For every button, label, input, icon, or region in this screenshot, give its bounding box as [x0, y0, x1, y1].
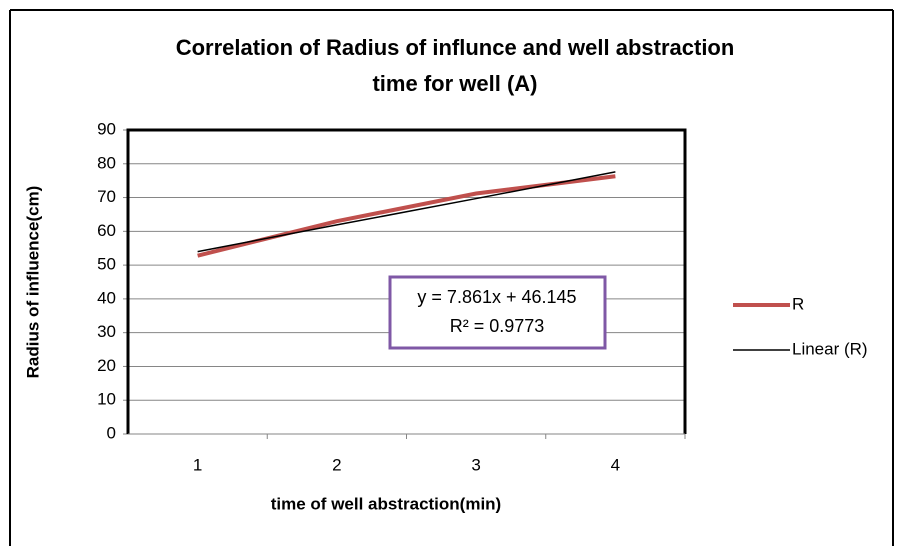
x-axis-label: time of well abstraction(min): [271, 494, 501, 513]
y-tick-label: 40: [97, 288, 116, 307]
annotation: y = 7.861x + 46.145: [417, 287, 576, 307]
y-tick-label: 70: [97, 187, 116, 206]
annotation: R² = 0.9773: [450, 316, 545, 336]
series-line: [197, 171, 616, 253]
y-tick-label: 0: [107, 423, 116, 442]
series-line: [197, 174, 616, 258]
x-tick-label: 1: [193, 455, 202, 474]
x-tick-label: 2: [332, 455, 341, 474]
chart-title: time for well (A): [372, 71, 537, 96]
plot-area: 0 10 20 30 40 50 60 70 80 90 1 2 3 4: [97, 119, 687, 474]
y-tick-label: 30: [97, 322, 116, 341]
y-tick-label: 80: [97, 153, 116, 172]
annotation-box: [388, 275, 607, 350]
chart-title: Correlation of Radius of influnce and we…: [176, 35, 735, 60]
y-tick-label: 10: [97, 390, 116, 409]
y-axis-label: Radius of influence(cm): [23, 186, 42, 379]
plot-border: [126, 128, 687, 434]
y-tick-label: 60: [97, 221, 116, 240]
x-tick-label: 4: [611, 455, 620, 474]
y-tick-label: 50: [97, 255, 116, 274]
legend-label: Linear (R): [792, 339, 868, 358]
y-tick-label: 20: [97, 356, 116, 375]
legend-label: R: [792, 294, 804, 313]
x-tick-label: 3: [471, 455, 480, 474]
y-tick-label: 90: [97, 119, 116, 138]
